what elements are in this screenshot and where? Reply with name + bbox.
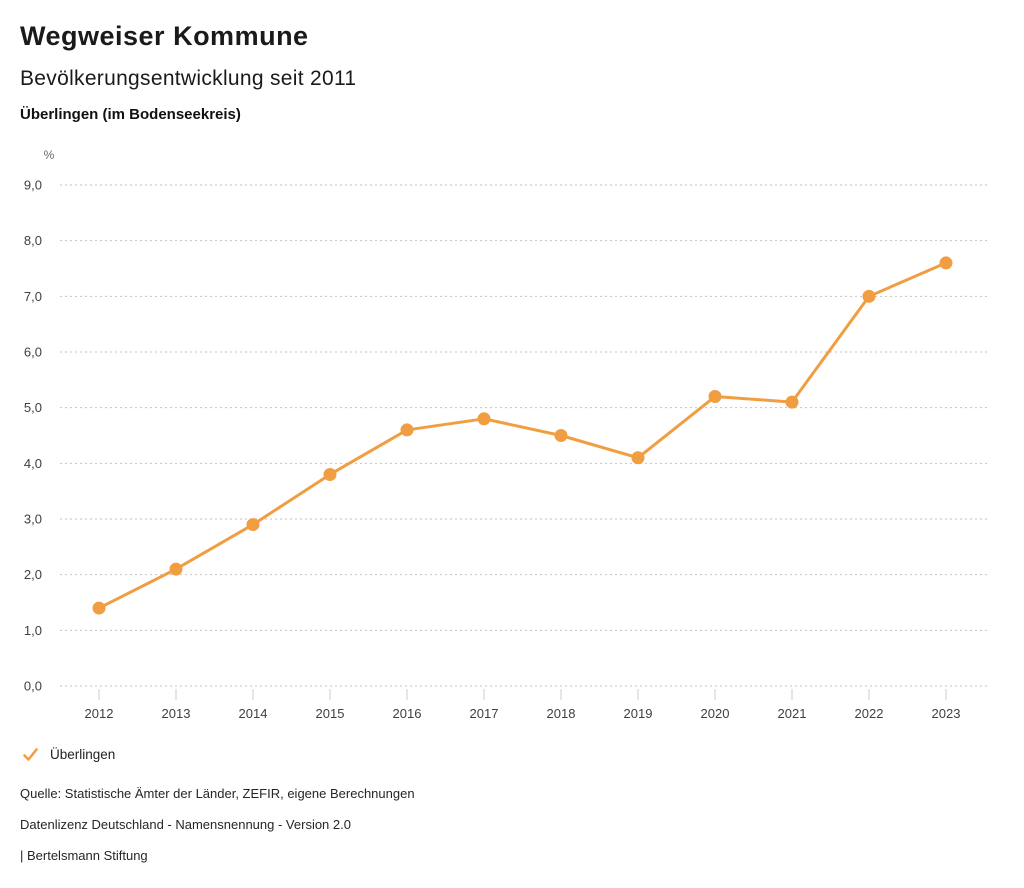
x-axis-label: 2022 <box>855 706 884 721</box>
y-axis-label: 6,0 <box>24 345 42 360</box>
x-axis-label: 2012 <box>85 706 114 721</box>
series-line <box>97 261 948 610</box>
x-axis-label: 2019 <box>624 706 653 721</box>
y-axis-label: 3,0 <box>24 512 42 527</box>
chart-area: % 0,0 1,0 2,0 3,0 4,0 5,0 6,0 7,0 8,0 9,0 2012 2013 2… <box>24 148 990 721</box>
population-line-chart: % 0,0 1,0 2,0 3,0 4,0 5,0 6,0 7,0 8,0 9,0 2012 2013 2… <box>24 148 990 721</box>
y-axis-label: 4,0 <box>24 456 42 471</box>
data-point <box>554 429 568 442</box>
legend[interactable]: Überlingen <box>22 744 115 764</box>
y-axis-label: 5,0 <box>24 400 42 415</box>
region-subtitle: Überlingen (im Bodenseekreis) <box>20 106 241 123</box>
y-axis-label: 9,0 <box>24 178 42 193</box>
data-point <box>708 390 722 404</box>
y-axis-label: 2,0 <box>24 567 42 582</box>
y-axis-label: 0,0 <box>24 679 42 694</box>
chart-title: Bevölkerungsentwicklung seit 2011 <box>20 67 357 90</box>
check-icon-stroke <box>23 747 38 761</box>
data-point <box>631 451 645 465</box>
x-axis-label: 2020 <box>701 706 730 721</box>
y-axis-unit-label: % <box>44 148 55 162</box>
data-point <box>323 467 337 481</box>
source-note: Quelle: Statistische Ämter der Länder, Z… <box>20 786 415 801</box>
data-point <box>477 412 491 426</box>
y-axis-label: 1,0 <box>24 623 42 638</box>
x-axis-label: 2017 <box>470 706 499 721</box>
x-axis-label: 2018 <box>547 706 576 721</box>
data-point <box>246 518 260 532</box>
publisher-note: | Bertelsmann Stiftung <box>20 848 148 863</box>
x-axis-label: 2014 <box>239 706 268 721</box>
data-point <box>92 601 106 615</box>
x-axis-label: 2015 <box>316 706 345 721</box>
data-point <box>785 395 799 409</box>
license-note: Datenlizenz Deutschland - Namensnennung … <box>20 817 351 832</box>
app-title: Wegweiser Kommune <box>20 21 309 51</box>
x-axis-label: 2013 <box>162 706 191 721</box>
data-point <box>939 256 953 270</box>
y-axis-label: 7,0 <box>24 289 42 304</box>
data-point <box>400 423 414 437</box>
x-axis-label: 2023 <box>932 706 961 721</box>
x-axis-label: 2016 <box>393 706 422 721</box>
x-axis-label: 2021 <box>778 706 807 721</box>
check-icon <box>23 747 38 761</box>
data-point <box>169 562 183 576</box>
legend-item-label: Überlingen <box>50 746 116 762</box>
data-point <box>862 289 876 303</box>
y-axis-label: 8,0 <box>24 233 42 248</box>
